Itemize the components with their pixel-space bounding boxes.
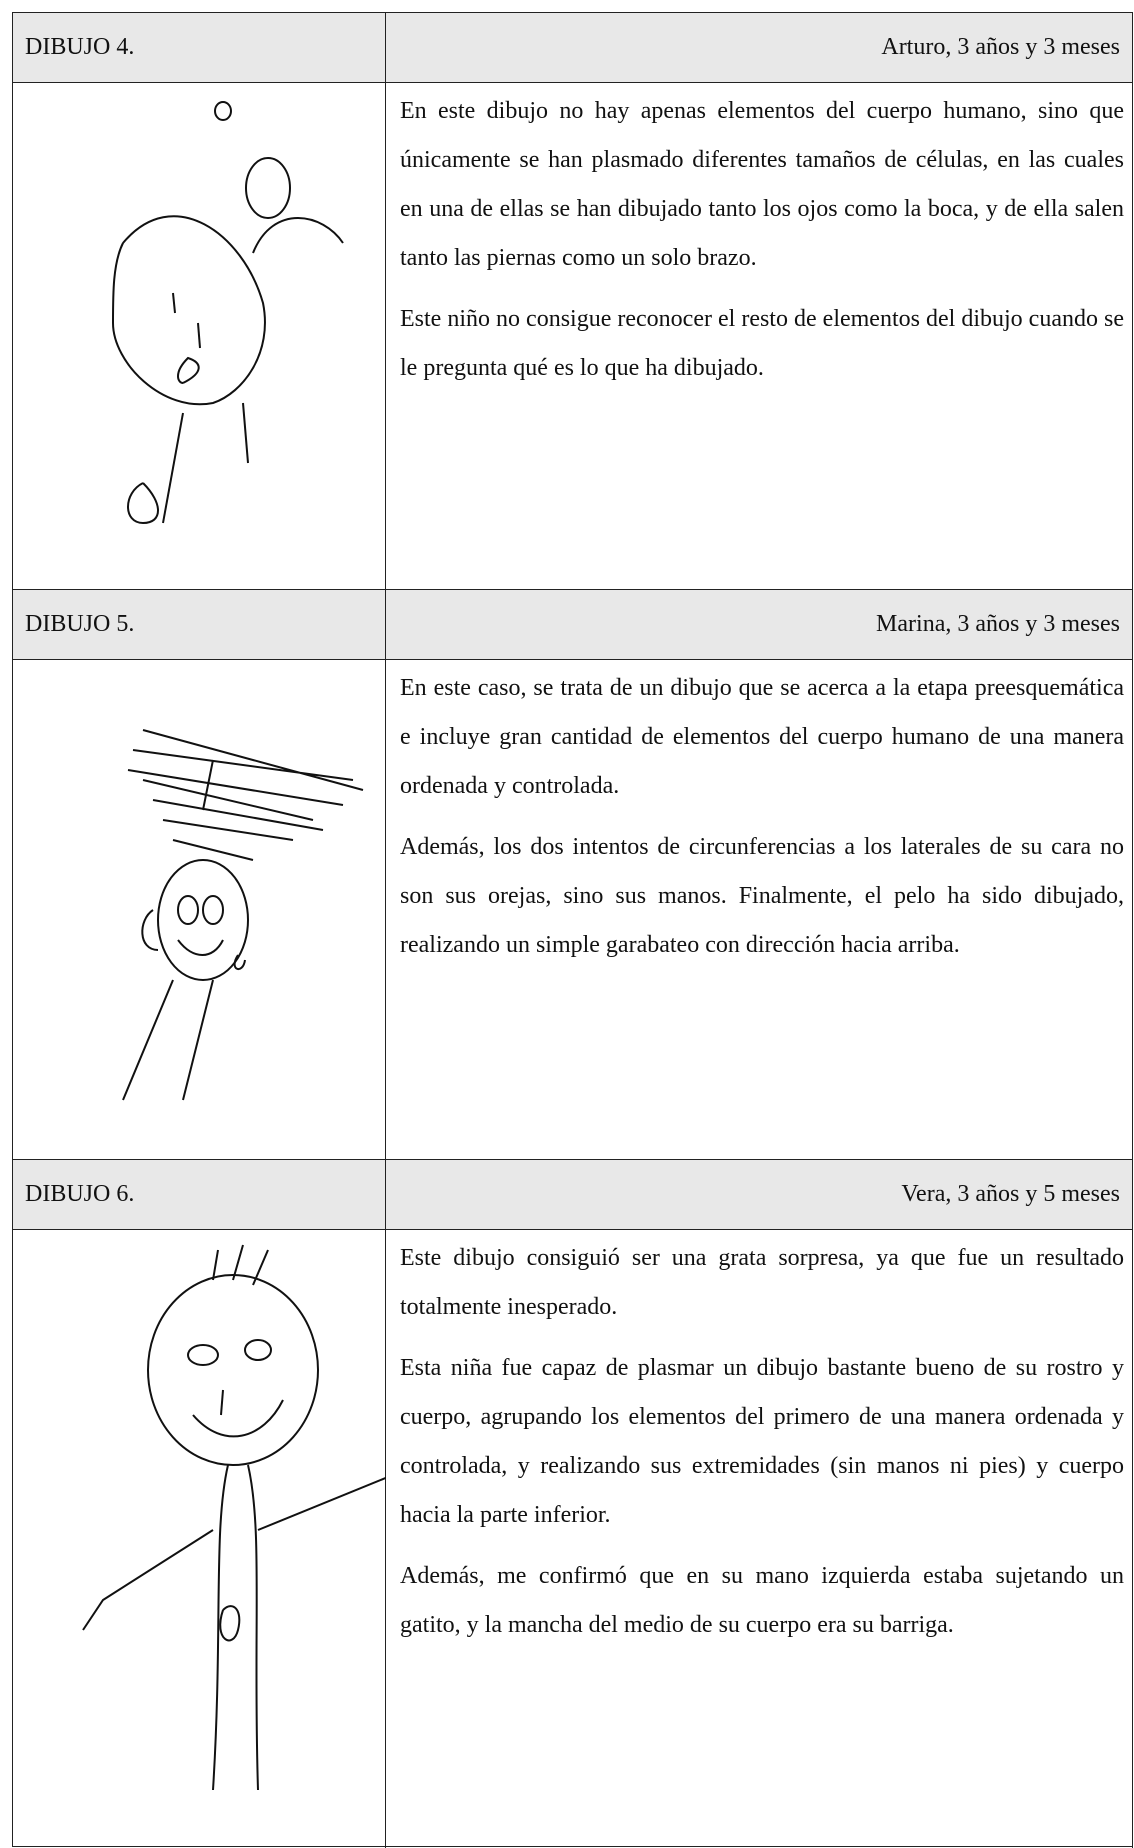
entry-body: En este caso, se trata de un dibujo que … xyxy=(13,660,1133,1161)
description: En este dibujo no hay apenas elementos d… xyxy=(386,83,1133,591)
author: Vera, 3 años y 5 meses xyxy=(386,1160,1133,1229)
child-drawing xyxy=(122,729,364,1101)
child-drawing xyxy=(111,101,344,525)
author: Marina, 3 años y 3 meses xyxy=(386,590,1133,659)
document-table: DIBUJO 4. Arturo, 3 años y 3 meses En este… xyxy=(12,12,1133,1848)
child-drawing xyxy=(82,1244,394,1791)
drawing-label: DIBUJO 5. xyxy=(13,590,386,659)
drawing xyxy=(13,83,386,591)
paragraph: Esta niña fue capaz de plasmar un dibujo… xyxy=(400,1355,1124,1528)
description: Este dibujo consiguió ser una grata sorp… xyxy=(386,1230,1133,1848)
entry-body: En este dibujo no hay apenas elementos d… xyxy=(13,83,1133,591)
drawing xyxy=(13,660,386,1161)
entry-header: DIBUJO 6. Vera, 3 años y 5 meses xyxy=(13,1160,1133,1230)
description: En este caso, se trata de un dibujo que … xyxy=(386,660,1133,1161)
paragraph: En este dibujo no hay apenas elementos d… xyxy=(400,98,1124,271)
paragraph: Además, me confirmó que en su mano izqui… xyxy=(400,1563,1124,1638)
paragraph: Además, los dos intentos de circunferenc… xyxy=(400,834,1124,958)
entry-header: DIBUJO 4. Arturo, 3 años y 3 meses xyxy=(13,13,1133,83)
paragraph: Este dibujo consiguió ser una grata sorp… xyxy=(400,1245,1124,1320)
author: Arturo, 3 años y 3 meses xyxy=(386,13,1133,82)
paragraph: En este caso, se trata de un dibujo que … xyxy=(400,675,1124,799)
drawing-label: DIBUJO 6. xyxy=(13,1160,386,1229)
entry-body: Este dibujo consiguió ser una grata sorp… xyxy=(13,1230,1133,1848)
drawing-label: DIBUJO 4. xyxy=(13,13,386,82)
entry-header: DIBUJO 5. Marina, 3 años y 3 meses xyxy=(13,590,1133,660)
paragraph: Este niño no consigue reconocer el resto… xyxy=(400,306,1124,381)
drawing xyxy=(13,1230,394,1848)
